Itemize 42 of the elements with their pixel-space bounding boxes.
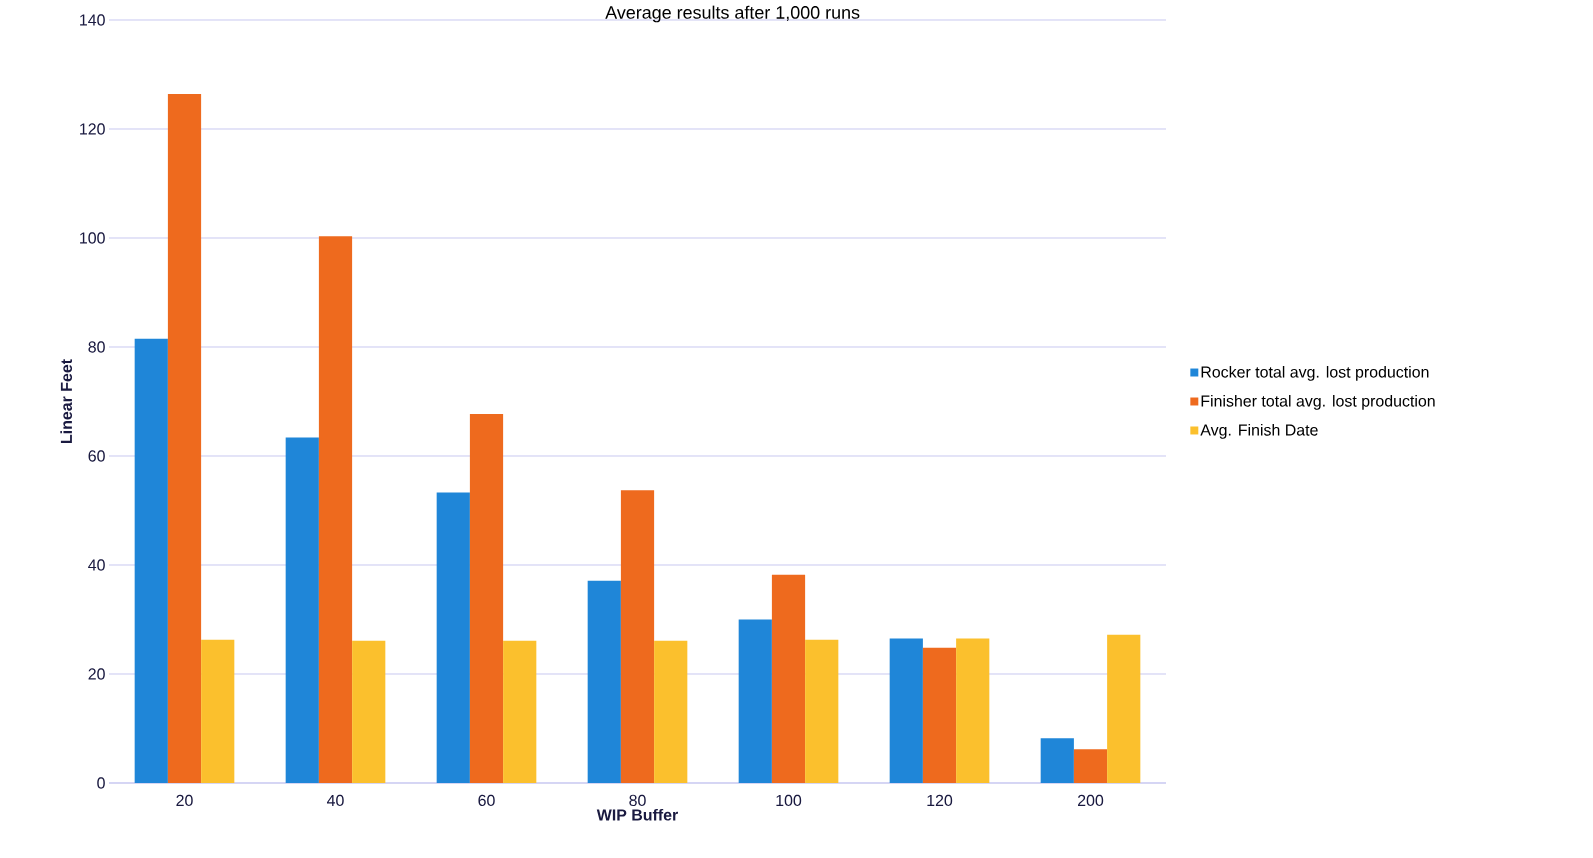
x-tick-label: 80 <box>629 794 646 807</box>
y-tick-label: 80 <box>88 341 105 353</box>
bar <box>503 640 537 783</box>
y-axis-title: Linear Feet <box>60 359 73 443</box>
bar <box>587 580 621 783</box>
legend-label: Finisher total avg. lost production <box>1201 394 1435 410</box>
bar <box>436 492 470 783</box>
x-tick-label: 100 <box>776 794 802 807</box>
bar <box>771 574 806 783</box>
y-tick-label: 20 <box>88 668 105 680</box>
bar <box>134 338 168 783</box>
bar <box>201 639 235 783</box>
bar <box>956 638 990 783</box>
x-tick-label: 200 <box>1078 794 1104 807</box>
y-tick-label: 0 <box>97 777 105 789</box>
y-tick-label: 60 <box>88 450 105 462</box>
bar <box>738 619 772 783</box>
bar <box>654 640 688 783</box>
legend-label: Rocker total avg. lost production <box>1201 365 1429 381</box>
bar <box>1107 634 1141 783</box>
x-tick-label: 20 <box>176 794 193 807</box>
bar <box>805 639 839 783</box>
bar <box>469 414 504 783</box>
bar <box>352 640 386 783</box>
y-tick-label: 100 <box>80 232 105 244</box>
bar <box>285 437 319 783</box>
bar <box>620 490 655 783</box>
bar <box>167 94 202 783</box>
bar <box>318 236 353 783</box>
bar <box>889 638 923 783</box>
x-axis-title: WIP Buffer <box>596 808 678 821</box>
bar <box>1040 738 1074 783</box>
legend-label: Avg. Finish Date <box>1200 423 1318 439</box>
bar <box>1073 749 1108 783</box>
x-tick-label: 40 <box>327 794 344 807</box>
chart-title: Average results after 1,000 runs <box>605 5 860 23</box>
x-tick-label: 60 <box>478 794 495 807</box>
y-tick-label: 40 <box>88 559 105 571</box>
y-tick-label: 120 <box>80 123 105 135</box>
y-tick-label: 140 <box>80 14 105 26</box>
x-tick-label: 120 <box>927 794 953 807</box>
bar <box>922 647 957 783</box>
